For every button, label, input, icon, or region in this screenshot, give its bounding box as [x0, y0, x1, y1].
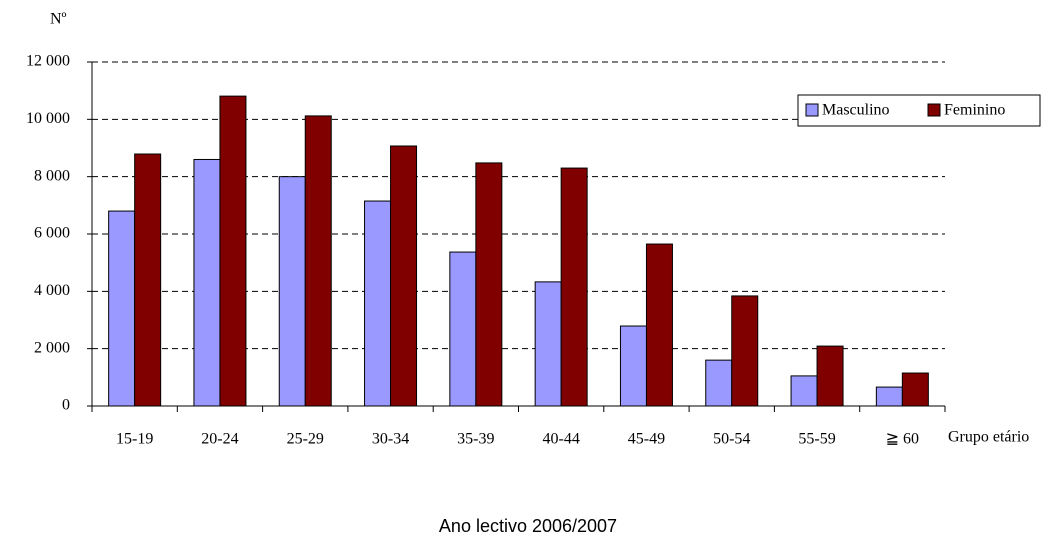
bar — [875, 386, 903, 407]
bar — [475, 162, 503, 407]
x-tick-label: 30-34 — [372, 431, 409, 448]
bar — [134, 153, 162, 407]
x-tick-label: 35-39 — [457, 431, 494, 448]
y-tick-label: 10 000 — [26, 110, 70, 127]
y-axis-label: Nº — [50, 11, 67, 28]
caption: Ano lectivo 2006/2007 — [439, 516, 617, 536]
y-tick-label: 6 000 — [34, 225, 70, 242]
x-tick-label: 45-49 — [628, 431, 665, 448]
y-tick-label: 2 000 — [34, 339, 70, 356]
bar — [193, 158, 221, 407]
bar — [278, 176, 306, 407]
bar — [619, 325, 647, 407]
bar — [645, 243, 673, 407]
x-tick-label: 55-59 — [798, 431, 835, 448]
x-axis-label: Grupo etário — [948, 429, 1029, 446]
bar — [364, 200, 392, 407]
x-tick-label: 25-29 — [287, 431, 324, 448]
x-tick-label: 40-44 — [542, 431, 579, 448]
bar — [449, 251, 477, 407]
bar — [304, 115, 332, 407]
bar — [560, 167, 588, 407]
x-tick-label: 50-54 — [713, 431, 750, 448]
bar — [901, 372, 929, 407]
bar — [108, 210, 136, 407]
legend-swatch — [805, 103, 819, 117]
bar — [705, 359, 733, 407]
y-tick-label: 12 000 — [26, 53, 70, 70]
legend-swatch — [927, 103, 941, 117]
legend-box — [797, 94, 1041, 127]
legend-label: Masculino — [822, 102, 890, 119]
bar — [816, 345, 844, 407]
bar — [790, 375, 818, 407]
y-tick-label: 4 000 — [34, 282, 70, 299]
bar — [219, 95, 247, 407]
bar — [534, 281, 562, 407]
y-tick-label: 8 000 — [34, 167, 70, 184]
legend-label: Feminino — [944, 102, 1005, 119]
y-tick-label: 0 — [62, 397, 70, 414]
x-tick-label: ≧ 60 — [886, 431, 919, 448]
bar — [390, 145, 418, 407]
bar — [731, 295, 759, 407]
x-tick-label: 15-19 — [116, 431, 153, 448]
x-tick-label: 20-24 — [201, 431, 238, 448]
